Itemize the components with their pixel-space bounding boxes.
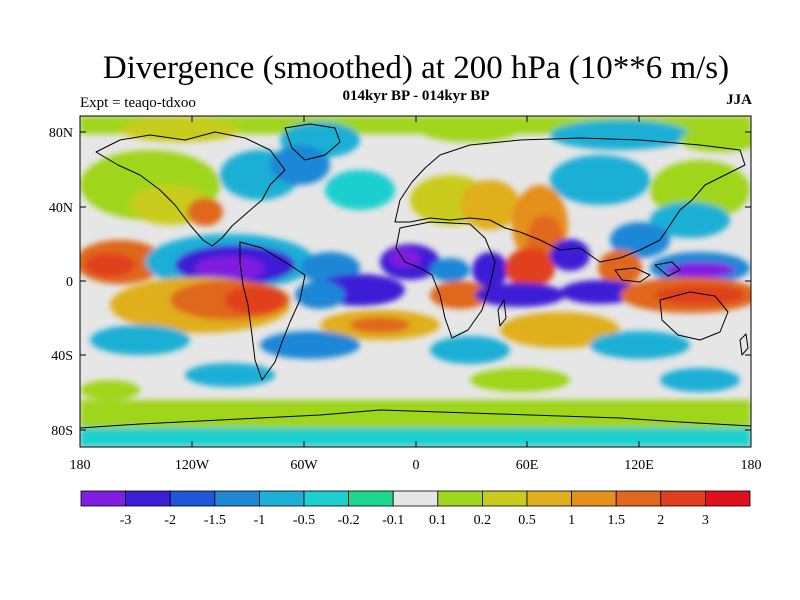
longitude-labels: 180 120W 60W 0 60E 120E 180 bbox=[70, 458, 762, 473]
lon-label: 60E bbox=[516, 458, 539, 473]
lat-label: 40S bbox=[51, 349, 73, 364]
colorbar-swatch bbox=[615, 490, 662, 507]
colorbar-swatch bbox=[348, 490, 394, 507]
lon-label: 120E bbox=[624, 458, 654, 473]
lon-label: 180 bbox=[70, 458, 91, 473]
lon-label: 120W bbox=[175, 458, 210, 473]
latitude-ticks bbox=[80, 131, 751, 431]
colorbar-swatch bbox=[258, 490, 305, 507]
colorbar-swatch bbox=[80, 490, 126, 507]
season-label: JJA bbox=[726, 92, 752, 108]
colorbar-swatch bbox=[526, 490, 572, 507]
colorbar-swatch bbox=[214, 490, 260, 507]
colorbar-swatch bbox=[705, 490, 751, 507]
colorbar-label: 1 bbox=[568, 513, 575, 528]
colorbar-swatch bbox=[437, 490, 483, 507]
longitude-ticks bbox=[191, 116, 640, 447]
coastlines bbox=[80, 123, 751, 429]
colorbar: -3 -2 -1.5 -1 -0.5 -0.2 -0.1 0.1 0.2 0.5 1 1.5 2 3 bbox=[80, 490, 751, 528]
experiment-label: Expt = teaqo-tdxoo bbox=[80, 95, 196, 111]
colorbar-swatch bbox=[169, 490, 216, 507]
colorbar-label: -1 bbox=[254, 513, 266, 528]
colorbar-swatch bbox=[571, 490, 617, 507]
colorbar-label: -0.2 bbox=[338, 513, 360, 528]
lat-label: 80N bbox=[49, 126, 73, 141]
colorbar-swatch bbox=[660, 490, 706, 507]
colorbar-label: 0.2 bbox=[474, 513, 492, 528]
colorbar-label: -1.5 bbox=[204, 513, 226, 528]
colorbar-label: 2 bbox=[657, 513, 664, 528]
colorbar-label: 1.5 bbox=[607, 513, 625, 528]
colorbar-label: -3 bbox=[120, 513, 132, 528]
colorbar-swatch bbox=[125, 490, 171, 507]
colorbar-swatch bbox=[481, 490, 528, 507]
map-title: Divergence (smoothed) at 200 hPa (10**6 … bbox=[102, 50, 730, 86]
period-subtitle: 014kyr BP - 014kyr BP bbox=[342, 88, 490, 104]
colorbar-label: 3 bbox=[702, 513, 709, 528]
colorbar-label: -2 bbox=[164, 513, 176, 528]
colorbar-swatch bbox=[303, 490, 349, 507]
lon-label: 0 bbox=[413, 458, 420, 473]
colorbar-label: 0.1 bbox=[429, 513, 447, 528]
colorbar-label: -0.1 bbox=[382, 513, 404, 528]
lon-label: 60W bbox=[290, 458, 318, 473]
latitude-labels: 80N 40N 0 40S 80S bbox=[49, 126, 73, 439]
colorbar-label: -0.5 bbox=[293, 513, 315, 528]
lon-label: 180 bbox=[741, 458, 762, 473]
lat-label: 80S bbox=[51, 424, 73, 439]
lat-label: 40N bbox=[49, 201, 73, 216]
lat-label: 0 bbox=[66, 275, 73, 290]
colorbar-swatch bbox=[392, 490, 439, 507]
divergence-field bbox=[80, 116, 751, 447]
colorbar-label: 0.5 bbox=[518, 513, 536, 528]
